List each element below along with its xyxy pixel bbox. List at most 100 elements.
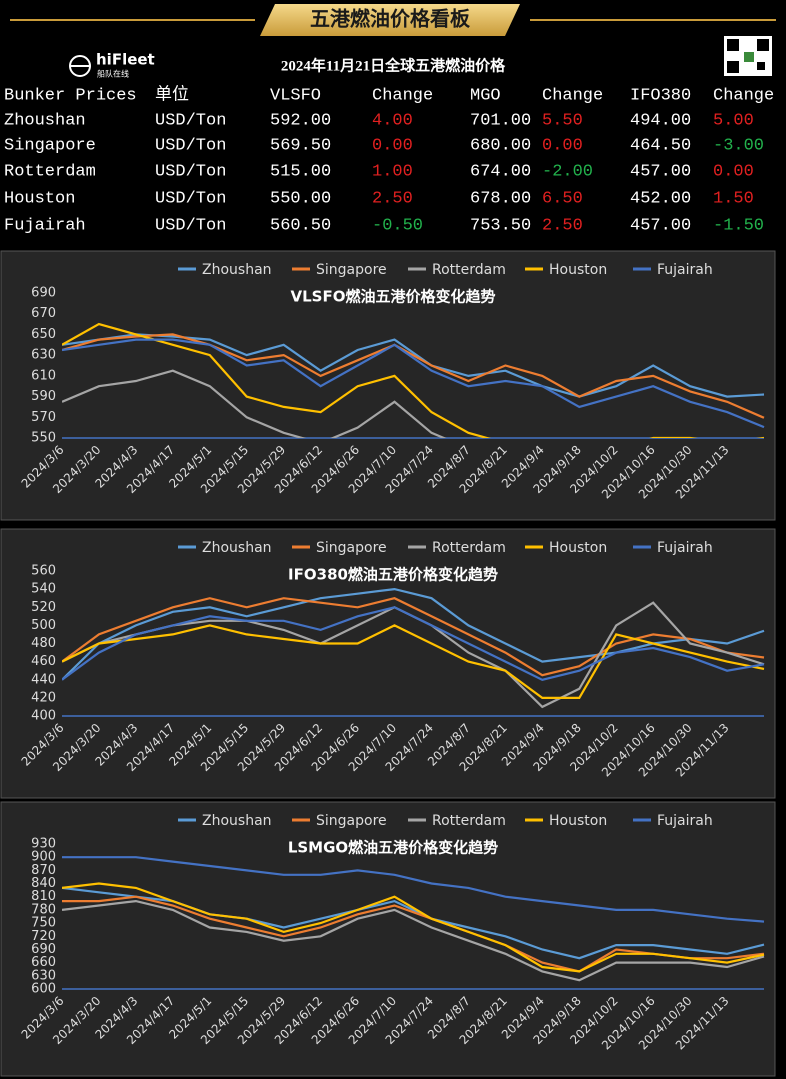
series-line [62, 882, 765, 973]
y-tick-label: 560 [31, 564, 56, 579]
charts: Zhoushan Singapore Rotterdam Houston Fujaira… [0, 250, 776, 1077]
logo-name: hiFleet [96, 51, 155, 69]
legend-label: Zhoushan [202, 813, 272, 829]
y-tick-label: 780 [31, 902, 56, 917]
logo-subtitle: 船队在线 [97, 69, 129, 79]
series-line [62, 322, 764, 438]
y-tick-label: 550 [31, 431, 56, 446]
table-cell: Fujairah [4, 216, 86, 235]
table-cell: USD/Ton [155, 136, 226, 155]
column-header: VLSFO [270, 86, 321, 105]
change-cell: -2.00 [542, 162, 593, 181]
legend-label: Singapore [316, 540, 387, 556]
change-cell: 0.00 [542, 136, 583, 155]
chart-title: VLSFO燃油五港价格变化趋势 [291, 288, 496, 306]
series-line [62, 606, 765, 681]
table-cell: 550.00 [270, 189, 331, 208]
legend-label: Houston [549, 262, 607, 278]
change-cell: 2.50 [542, 216, 583, 235]
y-tick-label: 540 [31, 582, 56, 597]
chart-title: IFO380燃油五港价格变化趋势 [288, 566, 498, 584]
change-cell: 6.50 [542, 189, 583, 208]
series-line [62, 333, 765, 419]
y-tick-label: 930 [31, 837, 56, 852]
y-tick-label: 810 [31, 889, 56, 904]
y-tick-label: 690 [31, 286, 56, 301]
legend-label: Singapore [316, 813, 387, 829]
series-line [62, 624, 765, 699]
table-cell: 569.50 [270, 136, 331, 155]
y-tick-label: 600 [31, 982, 56, 997]
table-cell: Houston [4, 189, 75, 208]
column-header: Bunker Prices [4, 86, 137, 105]
table-cell: 592.00 [270, 111, 331, 130]
header-title: 五港燃油价格看板 [310, 7, 471, 31]
change-cell: 0.00 [713, 162, 754, 181]
y-tick-label: 670 [31, 306, 56, 321]
y-tick-label: 630 [31, 348, 56, 363]
series-line [62, 369, 447, 438]
table-cell: USD/Ton [155, 216, 226, 235]
logo: hiFleet 船队在线 [69, 51, 155, 79]
y-tick-label: 440 [31, 672, 56, 687]
y-tick-label: 660 [31, 955, 56, 970]
change-cell: -3.00 [713, 136, 764, 155]
table-cell: 457.00 [630, 162, 691, 181]
y-tick-label: 650 [31, 327, 56, 342]
table-cell: 494.00 [630, 111, 691, 130]
chart-panel: Zhoushan Singapore Rotterdam Houston Fujaira… [0, 801, 776, 1077]
series-line [62, 338, 765, 429]
legend-label: Fujairah [657, 262, 713, 278]
y-tick-label: 570 [31, 410, 56, 425]
y-tick-label: 420 [31, 690, 56, 705]
series-line [62, 597, 765, 677]
qr-block [727, 39, 739, 51]
change-cell: 1.00 [372, 162, 413, 181]
change-cell: -1.50 [713, 216, 764, 235]
series-line [62, 856, 765, 923]
qr-block [744, 52, 754, 62]
y-tick-label: 590 [31, 389, 56, 404]
table-cell: USD/Ton [155, 189, 226, 208]
column-header: Change [713, 86, 774, 105]
table-cell: 560.50 [270, 216, 331, 235]
table-cell: 464.50 [630, 136, 691, 155]
table-cell: Rotterdam [4, 162, 96, 181]
price-table: Bunker Prices 单位 VLSFO Change MGO Change IFO38… [4, 84, 774, 235]
legend-label: Singapore [316, 262, 387, 278]
y-tick-label: 460 [31, 654, 56, 669]
qr-block [757, 62, 765, 70]
chart-title: LSMGO燃油五港价格变化趋势 [288, 839, 498, 857]
table-cell: Zhoushan [4, 111, 86, 130]
y-tick-label: 870 [31, 863, 56, 878]
table-cell: Singapore [4, 136, 96, 155]
y-tick-label: 900 [31, 850, 56, 865]
chart-panel: Zhoushan Singapore Rotterdam Houston Fujaira… [0, 250, 776, 521]
legend-label: Houston [549, 540, 607, 556]
table-cell: 701.00 [470, 111, 531, 130]
change-cell: 1.50 [713, 189, 754, 208]
chart-panel: Zhoushan Singapore Rotterdam Houston Fujaira… [0, 528, 776, 799]
legend-label: Fujairah [657, 540, 713, 556]
change-cell: 2.50 [372, 189, 413, 208]
table-cell: 674.00 [470, 162, 531, 181]
change-cell: 5.50 [542, 111, 583, 130]
legend-label: Fujairah [657, 813, 713, 829]
y-tick-label: 690 [31, 942, 56, 957]
change-cell: -0.50 [372, 216, 423, 235]
column-header: Change [372, 86, 433, 105]
legend-label: Rotterdam [432, 262, 506, 278]
series-line [62, 587, 765, 681]
table-cell: 452.00 [630, 189, 691, 208]
change-cell: 5.00 [713, 111, 754, 130]
change-cell: 4.00 [372, 111, 413, 130]
change-cell: 0.00 [372, 136, 413, 155]
panel-background [0, 801, 776, 1077]
table-cell: 515.00 [270, 162, 331, 181]
table-title: 2024年11月21日全球五港燃油价格 [281, 56, 506, 74]
table-cell: USD/Ton [155, 111, 226, 130]
column-header: IFO380 [630, 86, 691, 105]
legend-label: Rotterdam [432, 813, 506, 829]
column-header: Change [542, 86, 603, 105]
y-tick-label: 750 [31, 916, 56, 931]
